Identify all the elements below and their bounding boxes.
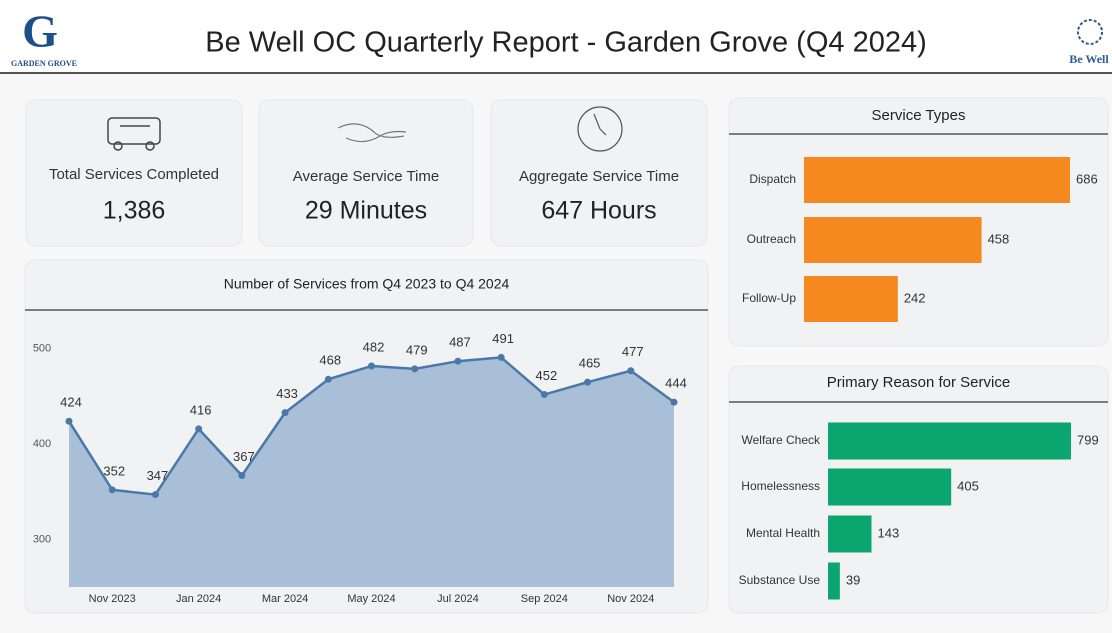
category-label: Dispatch — [749, 172, 796, 186]
point — [670, 398, 678, 406]
kpi-label: Aggregate Service Time — [519, 168, 679, 185]
value-label: 452 — [536, 368, 558, 383]
point — [584, 378, 592, 386]
header-bar — [0, 0, 1112, 72]
value-label: 465 — [579, 356, 601, 371]
value-label: 433 — [276, 386, 298, 401]
value-label: 367 — [233, 449, 255, 464]
value-label: 424 — [60, 395, 82, 410]
x-tick-label: Nov 2024 — [607, 593, 654, 605]
x-tick-label: Jan 2024 — [176, 593, 221, 605]
value-label: 416 — [190, 402, 212, 417]
chart-title: Primary Reason for Service — [827, 374, 1010, 391]
point — [627, 367, 635, 375]
clock-icon — [577, 106, 623, 152]
point — [151, 491, 159, 499]
right-logo-text: Be Well — [1069, 52, 1109, 66]
point — [324, 375, 332, 383]
category-label: Substance Use — [739, 573, 821, 587]
chart-title: Service Types — [872, 107, 966, 124]
hands-icon — [337, 123, 407, 143]
logo-letter: G — [22, 6, 58, 57]
bar — [804, 276, 898, 322]
value-label: 458 — [988, 231, 1010, 246]
point — [411, 365, 419, 373]
point — [368, 362, 375, 370]
point — [195, 425, 203, 433]
value-label: 479 — [406, 342, 428, 357]
right-logo-icon — [1077, 19, 1103, 45]
value-label: 39 — [846, 572, 860, 587]
area — [69, 357, 674, 587]
y-tick-label: 300 — [33, 533, 51, 545]
kpi-value: 647 Hours — [541, 197, 656, 225]
point — [281, 409, 289, 417]
point — [65, 417, 73, 425]
point — [454, 357, 462, 365]
kpi-label: Total Services Completed — [49, 166, 219, 183]
kpi-value: 1,386 — [103, 197, 166, 225]
category-label: Homelessness — [741, 479, 820, 493]
y-tick-label: 500 — [33, 343, 51, 355]
value-label: 347 — [147, 468, 169, 483]
chart-title: Number of Services from Q4 2023 to Q4 20… — [224, 276, 510, 292]
value-label: 686 — [1076, 171, 1098, 186]
kpi-value: 29 Minutes — [305, 197, 427, 225]
van-icon — [107, 117, 161, 151]
category-label: Outreach — [747, 232, 796, 246]
bar — [828, 468, 952, 506]
x-tick-label: May 2024 — [347, 593, 395, 605]
page-title: Be Well OC Quarterly Report - Garden Gro… — [205, 27, 927, 59]
value-label: 468 — [319, 353, 341, 368]
bar — [828, 515, 872, 553]
y-tick-label: 400 — [33, 438, 51, 450]
kpi-label: Average Service Time — [293, 168, 439, 185]
x-tick-label: Nov 2023 — [89, 593, 136, 605]
value-label: 143 — [877, 525, 899, 540]
value-label: 487 — [449, 335, 471, 350]
value-label: 444 — [665, 376, 687, 391]
x-tick-label: Sep 2024 — [521, 593, 568, 605]
point — [108, 486, 116, 494]
value-label: 799 — [1077, 432, 1099, 447]
bar — [804, 217, 982, 263]
bar — [804, 157, 1070, 203]
logo-text: Garden Grove — [11, 59, 77, 68]
category-label: Mental Health — [746, 526, 820, 540]
value-label: 352 — [103, 463, 125, 478]
point — [238, 472, 246, 480]
point — [497, 353, 505, 361]
x-tick-label: Jul 2024 — [437, 593, 479, 605]
category-label: Welfare Check — [742, 433, 821, 447]
x-tick-label: Mar 2024 — [262, 593, 308, 605]
kpi-card — [490, 99, 708, 247]
value-label: 491 — [492, 331, 514, 346]
value-label: 482 — [363, 339, 385, 354]
value-label: 477 — [622, 344, 644, 359]
point — [540, 391, 548, 399]
value-label: 405 — [957, 478, 979, 493]
bar — [828, 562, 840, 600]
kpi-card — [258, 99, 474, 247]
kpi-card — [25, 99, 243, 247]
bar — [828, 422, 1071, 460]
category-label: Follow-Up — [742, 291, 796, 305]
value-label: 242 — [904, 290, 926, 305]
